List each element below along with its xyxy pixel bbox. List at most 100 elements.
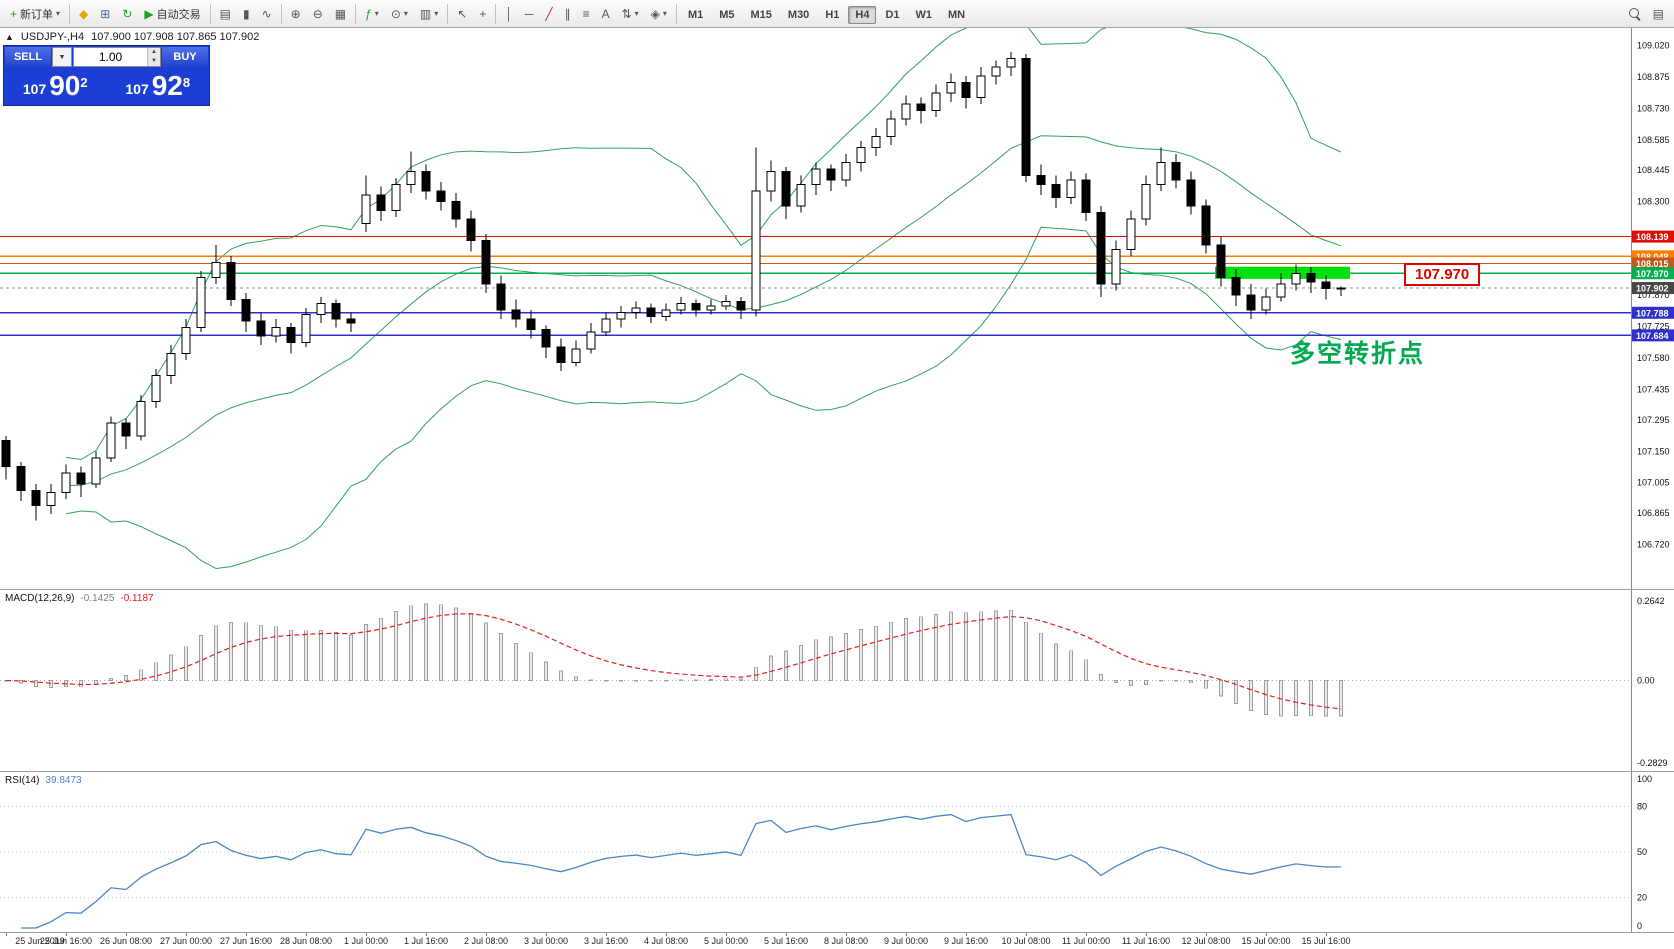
macd-bar — [79, 680, 83, 688]
candlestick-chart-button[interactable]: ▮ — [237, 3, 256, 25]
turning-point-text[interactable]: 多空转折点 — [1290, 340, 1426, 368]
macd-chart: 0.2642 0.00 -0.2829 — [0, 590, 1668, 771]
timeframe-D1[interactable]: D1 — [885, 8, 900, 21]
data-window-button[interactable]: ⊞ — [94, 3, 116, 25]
horizontal-line-button[interactable]: ─ — [519, 3, 540, 25]
timeframe-M15[interactable]: M15 — [750, 8, 772, 21]
time-tick — [306, 933, 307, 936]
timeframe-M5[interactable]: M5 — [719, 8, 735, 21]
text-tool-button[interactable]: A — [596, 3, 616, 25]
timeframe-M1[interactable]: M1 — [687, 8, 704, 21]
bar-chart-button[interactable]: ▤ — [214, 3, 237, 25]
macd-bar — [919, 616, 923, 681]
buy-button[interactable]: BUY — [162, 47, 208, 67]
chevron-down-icon: ▾ — [374, 9, 379, 18]
rsi-value: 39.8473 — [45, 775, 82, 786]
volume-spinner: ▲ ▼ — [147, 48, 160, 66]
vertical-line-button[interactable]: │ — [499, 3, 519, 25]
candlestick-series — [1, 51, 1346, 521]
macd-bar — [859, 629, 863, 681]
timeframe-MN[interactable]: MN — [948, 8, 966, 21]
price-axis-label: 107.005 — [1637, 478, 1670, 488]
candle-body — [736, 300, 746, 311]
fibonacci-button[interactable]: ≡ — [577, 3, 596, 25]
periods-button[interactable]: ⊙ ▾ — [385, 3, 414, 25]
macd-bar — [1099, 674, 1103, 681]
cursor-button[interactable]: ↖ — [451, 3, 473, 25]
templates-button[interactable]: ▥ ▾ — [414, 3, 444, 25]
candlestick-chart-icon: ▮ — [242, 6, 250, 21]
candle-body — [901, 103, 911, 120]
zoom-in-button[interactable]: ⊕ — [285, 3, 307, 25]
timeframe-W1[interactable]: W1 — [915, 8, 933, 21]
search-button[interactable] — [1623, 3, 1647, 25]
candle-body — [196, 277, 206, 329]
macd-bar — [139, 669, 143, 681]
macd-bar — [979, 611, 983, 681]
crosshair-button[interactable]: + — [473, 3, 492, 25]
trendline-button[interactable]: ╱ — [539, 3, 558, 25]
time-tick — [1146, 933, 1147, 936]
candle-body — [946, 81, 956, 94]
macd-axis-label: 0.2642 — [1637, 596, 1665, 606]
volume-dropdown[interactable]: ▼ — [52, 47, 72, 67]
zoom-out-button[interactable]: ⊖ — [307, 3, 329, 25]
price-callout-box[interactable]: 107.970 — [1404, 263, 1481, 286]
volume-input[interactable] — [74, 48, 147, 66]
sell-button[interactable]: SELL — [5, 47, 51, 67]
arrow-tool-button[interactable]: ⇅ ▾ — [616, 3, 645, 25]
candle-body — [556, 346, 566, 363]
channel-button[interactable]: ∥ — [559, 3, 577, 25]
time-tick — [1086, 933, 1087, 936]
candle-body — [31, 489, 41, 507]
sell-price-button[interactable]: 107 90 2 — [5, 68, 106, 104]
candle-body — [481, 240, 491, 285]
indicators-icon: ƒ — [365, 6, 372, 21]
timeframe-H1[interactable]: H1 — [825, 8, 840, 21]
price-tag-108.048-bg — [1632, 250, 1674, 263]
shapes-button[interactable]: ◈ ▾ — [645, 3, 673, 25]
rsi-label-row: RSI(14) 39.8473 — [5, 775, 82, 786]
timeframe-H4[interactable]: H4 — [848, 5, 877, 24]
line-chart-button[interactable]: ∿ — [256, 3, 278, 25]
macd-bar — [709, 679, 713, 681]
turning-zone-rectangle[interactable] — [1215, 266, 1350, 279]
candle-body — [721, 300, 731, 307]
macd-bar — [874, 625, 878, 681]
toolbar-separator — [675, 3, 677, 24]
price-axis-label: 106.865 — [1637, 508, 1670, 518]
price-tag-108.015-bg — [1632, 257, 1674, 270]
timeframe-M30[interactable]: M30 — [787, 8, 810, 21]
macd-bar — [1339, 680, 1343, 717]
candle-body — [241, 298, 251, 322]
macd-bar — [199, 635, 203, 681]
candle-body — [1051, 183, 1061, 198]
buy-price-button[interactable]: 107 92 8 — [107, 68, 208, 104]
tile-windows-button[interactable]: ▦ — [329, 3, 352, 25]
vertical-line-icon: │ — [505, 6, 513, 21]
candle-body — [601, 318, 611, 333]
timeframe-group: M1 M5 M15 M30 H1 H4 D1 W1 MN — [680, 5, 973, 24]
spin-down-icon[interactable]: ▼ — [148, 57, 160, 66]
time-axis[interactable]: 25 Jun 2019 25 Jun 16:00 26 Jun 08:00 27 Ju… — [0, 933, 1674, 949]
indicators-button[interactable]: ƒ ▾ — [359, 3, 385, 25]
macd-bar — [1324, 680, 1328, 717]
price-tag-108.048: 108.048 — [1636, 252, 1669, 262]
sell-price-pips: 90 — [49, 70, 81, 101]
macd-bar — [229, 622, 233, 681]
macd-bar — [1309, 680, 1313, 717]
new-order-button[interactable]: + 新订单 ▾ — [4, 3, 66, 25]
refresh-button[interactable]: ↻ — [116, 3, 138, 25]
candle-body — [751, 190, 761, 311]
news-button[interactable]: ▤ — [1647, 3, 1670, 25]
macd-bar — [364, 623, 368, 681]
autotrading-button[interactable]: ▶ 自动交易 — [138, 3, 206, 25]
candle-body — [1066, 179, 1076, 198]
spin-up-icon[interactable]: ▲ — [148, 48, 160, 57]
price-axis-label: 107.150 — [1637, 446, 1670, 456]
macd-bar — [259, 624, 263, 681]
candle-body — [301, 314, 311, 344]
one-click-trading-toggle[interactable]: ▲ — [5, 32, 14, 42]
market-watch-button[interactable]: ◆ — [73, 3, 94, 25]
candle-body — [1156, 162, 1166, 185]
